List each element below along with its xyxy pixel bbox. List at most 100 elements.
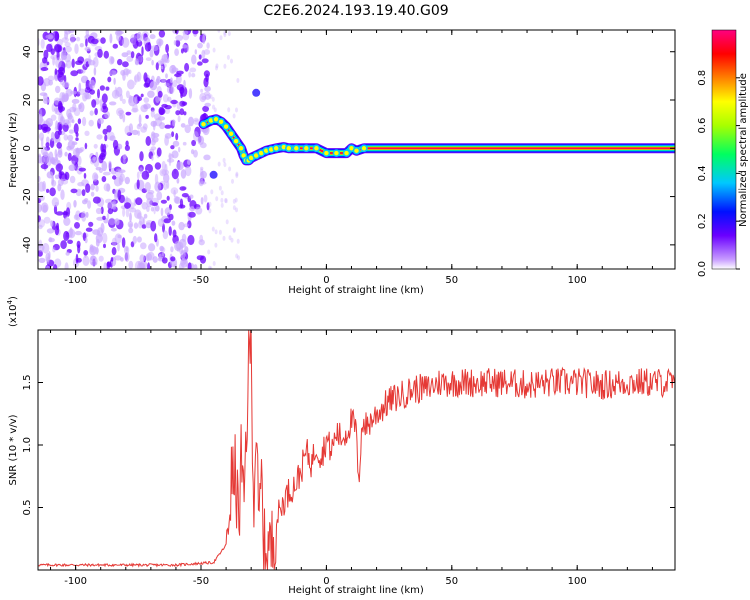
colorbar-gradient xyxy=(712,30,736,269)
noise-blob xyxy=(191,73,196,78)
noise-blob xyxy=(236,238,240,244)
noise-blob xyxy=(163,218,171,224)
noise-blob xyxy=(235,173,239,179)
trace-point xyxy=(360,144,368,153)
noise-blob xyxy=(38,219,45,228)
noise-blob xyxy=(124,176,130,185)
noise-blob xyxy=(67,112,73,120)
noise-blob xyxy=(183,223,190,228)
noise-blob xyxy=(126,132,133,136)
noise-blob xyxy=(87,200,92,209)
noise-blob xyxy=(168,213,174,221)
noise-blob xyxy=(171,64,176,69)
noise-blob xyxy=(223,32,227,38)
noise-blob xyxy=(182,30,189,35)
spectral-noise-layer xyxy=(38,30,240,269)
noise-blob xyxy=(88,221,94,227)
noise-blob xyxy=(78,103,82,110)
noise-blob xyxy=(165,73,168,79)
noise-blob xyxy=(125,207,130,218)
noise-blob xyxy=(128,207,137,213)
noise-blob xyxy=(207,249,211,255)
noise-blob xyxy=(224,198,228,204)
snr-ticks: -100 -50 0 50 100 0.5 1.0 1.5 xyxy=(22,330,675,587)
spectral-trace-layer xyxy=(198,88,675,179)
noise-blob xyxy=(65,251,70,256)
noise-blob xyxy=(122,207,126,217)
colorbar-tick-label: 0.6 xyxy=(697,118,708,134)
noise-blob xyxy=(203,154,211,161)
noise-blob xyxy=(76,240,81,249)
noise-blob xyxy=(203,49,211,55)
noise-blob xyxy=(62,123,69,132)
noise-blob xyxy=(94,174,99,180)
noise-blob xyxy=(228,235,232,241)
x-tick-label: -100 xyxy=(64,576,87,587)
noise-blob xyxy=(131,129,139,136)
noise-blob xyxy=(95,207,102,215)
noise-blob xyxy=(157,218,164,227)
noise-blob xyxy=(211,96,215,102)
noise-blob xyxy=(106,213,110,220)
noise-blob xyxy=(212,104,215,110)
noise-blob xyxy=(176,70,184,75)
spectral-trace-band-5 xyxy=(202,118,675,162)
noise-blob xyxy=(210,189,214,195)
noise-blob xyxy=(185,165,192,177)
noise-blob xyxy=(220,197,224,203)
noise-blob xyxy=(74,230,82,236)
noise-blob xyxy=(140,126,148,133)
noise-blob xyxy=(58,123,62,133)
noise-blob xyxy=(75,253,79,264)
noise-blob xyxy=(54,31,60,41)
trace-outlier xyxy=(252,88,261,97)
x-tick-label: -50 xyxy=(193,275,209,286)
noise-blob xyxy=(201,58,209,64)
noise-blob xyxy=(145,57,152,61)
noise-blob xyxy=(75,147,80,158)
noise-blob xyxy=(200,166,204,171)
noise-blob xyxy=(54,174,60,180)
noise-blob xyxy=(164,82,170,87)
noise-blob xyxy=(148,243,156,252)
spectrogram-panel: -100 -50 0 50 100 -40 -20 0 20 40 Height of strai… xyxy=(8,29,676,296)
noise-blob xyxy=(69,227,73,238)
noise-blob xyxy=(45,252,51,263)
spectrogram-ticks: -100 -50 0 50 100 -40 -20 0 20 40 xyxy=(22,30,675,286)
noise-blob xyxy=(235,107,238,113)
noise-blob xyxy=(82,255,90,266)
noise-blob xyxy=(96,134,103,140)
noise-blob xyxy=(178,221,185,231)
noise-blob xyxy=(49,187,56,197)
noise-blob xyxy=(55,163,63,172)
noise-blob xyxy=(145,136,152,146)
noise-blob xyxy=(168,152,172,160)
noise-blob xyxy=(200,197,204,205)
noise-blob xyxy=(220,190,224,196)
trace-point xyxy=(332,149,341,157)
noise-blob xyxy=(97,48,103,59)
noise-blob xyxy=(89,245,97,256)
noise-blob xyxy=(143,82,150,88)
noise-blob xyxy=(137,55,143,63)
noise-blob xyxy=(108,218,116,229)
noise-blob xyxy=(200,88,204,93)
noise-blob xyxy=(191,139,197,147)
noise-blob xyxy=(51,197,60,208)
noise-blob xyxy=(159,245,164,252)
noise-blob xyxy=(55,85,61,94)
noise-blob xyxy=(143,213,148,219)
noise-blob xyxy=(38,257,46,263)
spectral-trace-band-3 xyxy=(201,117,675,163)
noise-blob xyxy=(144,181,151,192)
noise-blob xyxy=(193,117,199,122)
noise-blob xyxy=(38,250,43,257)
noise-blob xyxy=(114,218,120,226)
noise-blob xyxy=(107,201,116,210)
noise-blob xyxy=(143,97,150,103)
noise-blob xyxy=(131,107,139,113)
noise-blob xyxy=(170,246,174,253)
noise-blob xyxy=(125,140,129,147)
noise-blob xyxy=(124,145,130,151)
